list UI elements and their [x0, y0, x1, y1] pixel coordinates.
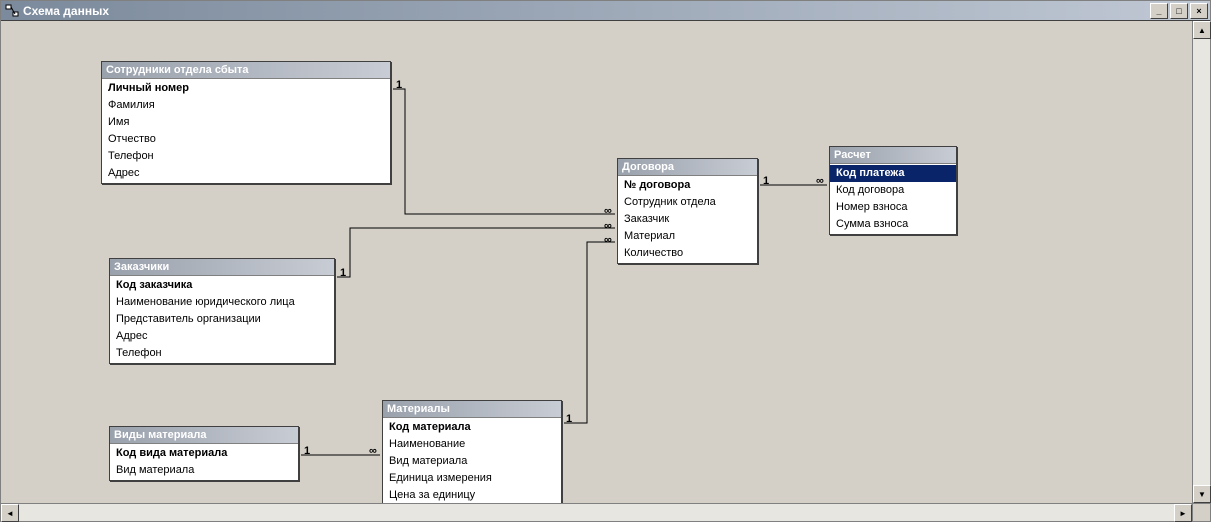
table-field[interactable]: Единица измерения: [383, 470, 561, 487]
chevron-down-icon: ▼: [1198, 490, 1206, 499]
table-title[interactable]: Материалы: [383, 401, 561, 418]
table-title[interactable]: Виды материала: [110, 427, 298, 444]
relationships-window: Схема данных _ □ × Сотрудники отдела сбы…: [0, 0, 1211, 522]
minimize-button[interactable]: _: [1150, 3, 1168, 19]
vscroll-track[interactable]: [1193, 39, 1210, 485]
table-field-list: Личный номерФамилияИмяОтчествоТелефонАдр…: [102, 79, 390, 183]
table-title[interactable]: Заказчики: [110, 259, 334, 276]
table-field[interactable]: Телефон: [110, 345, 334, 362]
table-payments[interactable]: РасчетКод платежаКод договораНомер взнос…: [829, 146, 957, 235]
cardinality-label: 1: [303, 445, 311, 457]
table-title[interactable]: Сотрудники отдела сбыта: [102, 62, 390, 79]
table-field[interactable]: Личный номер: [102, 80, 390, 97]
scrollbar-corner: [1192, 503, 1210, 521]
table-customers[interactable]: ЗаказчикиКод заказчикаНаименование юриди…: [109, 258, 335, 364]
table-field[interactable]: Номер взноса: [830, 199, 956, 216]
table-field[interactable]: Количество: [618, 245, 757, 262]
table-field-list: Код платежаКод договораНомер взносаСумма…: [830, 164, 956, 234]
table-field[interactable]: Адрес: [102, 165, 390, 182]
chevron-left-icon: ◄: [6, 509, 14, 518]
diagram-canvas[interactable]: Сотрудники отдела сбытаЛичный номерФамил…: [1, 21, 1192, 503]
cardinality-label: 1: [395, 79, 403, 91]
table-mat_kinds[interactable]: Виды материалаКод вида материалаВид мате…: [109, 426, 299, 481]
horizontal-scrollbar[interactable]: ◄ ►: [1, 503, 1192, 521]
table-field[interactable]: Заказчик: [618, 211, 757, 228]
maximize-icon: □: [1176, 6, 1181, 16]
table-field[interactable]: Код заказчика: [110, 277, 334, 294]
table-field[interactable]: Материал: [618, 228, 757, 245]
relationships-icon: [5, 4, 19, 18]
maximize-button[interactable]: □: [1170, 3, 1188, 19]
table-field[interactable]: Имя: [102, 114, 390, 131]
chevron-up-icon: ▲: [1198, 26, 1206, 35]
cardinality-label: ∞: [603, 234, 613, 246]
chevron-right-icon: ►: [1179, 509, 1187, 518]
table-title[interactable]: Договора: [618, 159, 757, 176]
table-materials[interactable]: МатериалыКод материалаНаименованиеВид ма…: [382, 400, 562, 503]
close-icon: ×: [1196, 6, 1201, 16]
scroll-down-button[interactable]: ▼: [1193, 485, 1211, 503]
table-field-list: Код материалаНаименованиеВид материалаЕд…: [383, 418, 561, 503]
table-field[interactable]: Адрес: [110, 328, 334, 345]
cardinality-label: ∞: [603, 205, 613, 217]
cardinality-label: 1: [339, 267, 347, 279]
table-field-list: № договораСотрудник отделаЗаказчикМатери…: [618, 176, 757, 263]
scroll-up-button[interactable]: ▲: [1193, 21, 1211, 39]
cardinality-label: ∞: [603, 220, 613, 232]
table-field[interactable]: Вид материала: [383, 453, 561, 470]
table-field[interactable]: Сотрудник отдела: [618, 194, 757, 211]
cardinality-label: ∞: [815, 175, 825, 187]
table-field-list: Код вида материалаВид материала: [110, 444, 298, 480]
table-field[interactable]: Вид материала: [110, 462, 298, 479]
table-field[interactable]: № договора: [618, 177, 757, 194]
cardinality-label: ∞: [368, 445, 378, 457]
hscroll-track[interactable]: [19, 504, 1174, 521]
table-field[interactable]: Отчество: [102, 131, 390, 148]
table-field-list: Код заказчикаНаименование юридического л…: [110, 276, 334, 363]
table-field[interactable]: Фамилия: [102, 97, 390, 114]
window-title: Схема данных: [23, 4, 1148, 18]
titlebar[interactable]: Схема данных _ □ ×: [1, 1, 1210, 21]
table-field[interactable]: Код вида материала: [110, 445, 298, 462]
table-field[interactable]: Наименование юридического лица: [110, 294, 334, 311]
scroll-right-button[interactable]: ►: [1174, 504, 1192, 522]
table-title[interactable]: Расчет: [830, 147, 956, 164]
table-field[interactable]: Сумма взноса: [830, 216, 956, 233]
table-employees[interactable]: Сотрудники отдела сбытаЛичный номерФамил…: [101, 61, 391, 184]
table-field[interactable]: Код платежа: [830, 165, 956, 182]
cardinality-label: 1: [565, 413, 573, 425]
table-field[interactable]: Представитель организации: [110, 311, 334, 328]
scroll-left-button[interactable]: ◄: [1, 504, 19, 522]
close-button[interactable]: ×: [1190, 3, 1208, 19]
table-field[interactable]: Цена за единицу: [383, 487, 561, 503]
table-field[interactable]: Телефон: [102, 148, 390, 165]
table-field[interactable]: Код договора: [830, 182, 956, 199]
table-field[interactable]: Наименование: [383, 436, 561, 453]
table-field[interactable]: Код материала: [383, 419, 561, 436]
vertical-scrollbar[interactable]: ▲ ▼: [1192, 21, 1210, 503]
cardinality-label: 1: [762, 175, 770, 187]
table-contracts[interactable]: Договора№ договораСотрудник отделаЗаказч…: [617, 158, 758, 264]
minimize-icon: _: [1156, 6, 1161, 16]
